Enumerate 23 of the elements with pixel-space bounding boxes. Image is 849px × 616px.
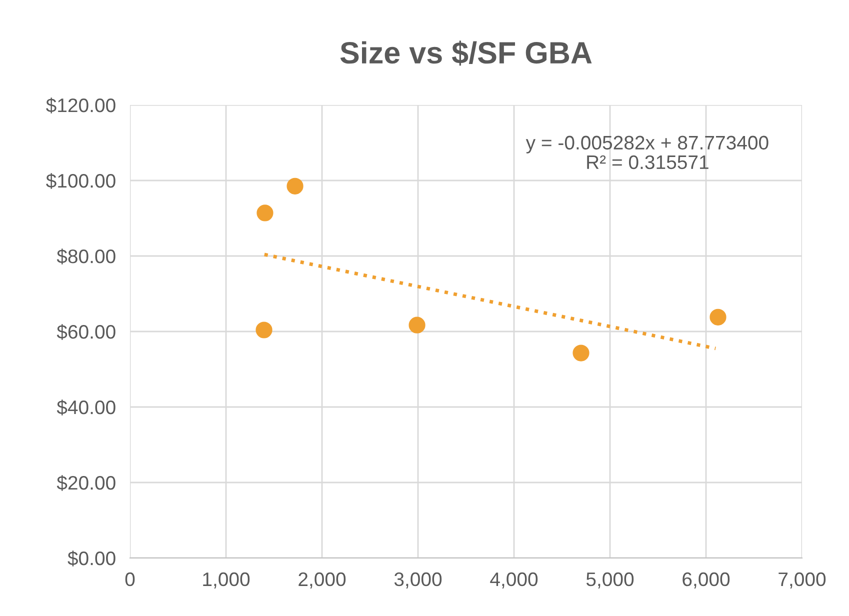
y-tick-label: $80.00 xyxy=(56,248,116,264)
y-tick-label: $60.00 xyxy=(56,324,116,340)
y-tick-label: $100.00 xyxy=(46,173,116,189)
x-tick-label: 3,000 xyxy=(394,572,442,588)
x-tick-label: 5,000 xyxy=(586,572,634,588)
x-tick-label: 7,000 xyxy=(778,572,826,588)
y-tick-label: $120.00 xyxy=(46,98,116,114)
y-tick-label: $0.00 xyxy=(68,550,116,566)
point xyxy=(256,204,274,222)
point xyxy=(572,344,590,362)
point xyxy=(408,316,426,334)
x-tick-label: 0 xyxy=(125,572,135,586)
chart-title: Size vs $/SF GBA xyxy=(340,40,592,66)
point xyxy=(256,322,272,338)
x-tick-label: 1,000 xyxy=(203,572,250,588)
point xyxy=(710,308,726,326)
y-tick-label: $40.00 xyxy=(56,400,116,416)
x-tick-label: 2,000 xyxy=(298,572,346,588)
x-tick-label: 4,000 xyxy=(490,572,538,588)
point xyxy=(286,178,304,194)
y-tick-label: $20.00 xyxy=(56,475,116,491)
annotation: y = -0.005282x + 87.773400 R² = 0.315571 xyxy=(526,136,768,170)
x-tick-label: 6,000 xyxy=(682,572,730,588)
